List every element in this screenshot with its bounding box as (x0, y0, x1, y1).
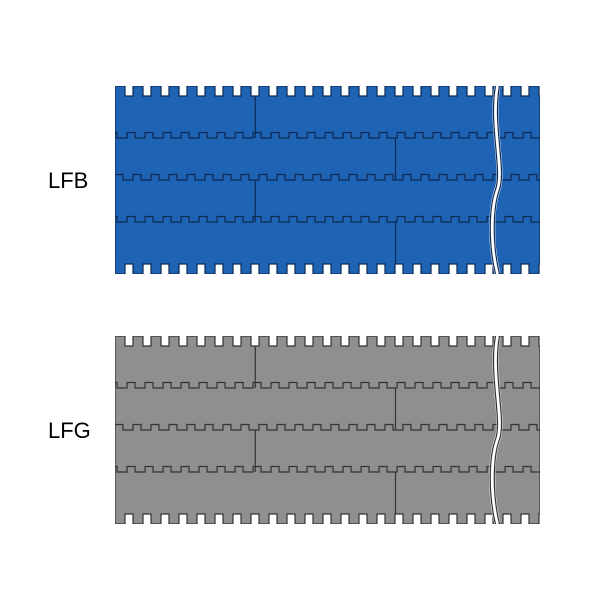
lfb-label: LFB (48, 168, 88, 194)
lfg-label: LFG (48, 418, 91, 444)
lfg-belt-diagram (115, 336, 540, 529)
lfb-belt-diagram (115, 86, 540, 279)
